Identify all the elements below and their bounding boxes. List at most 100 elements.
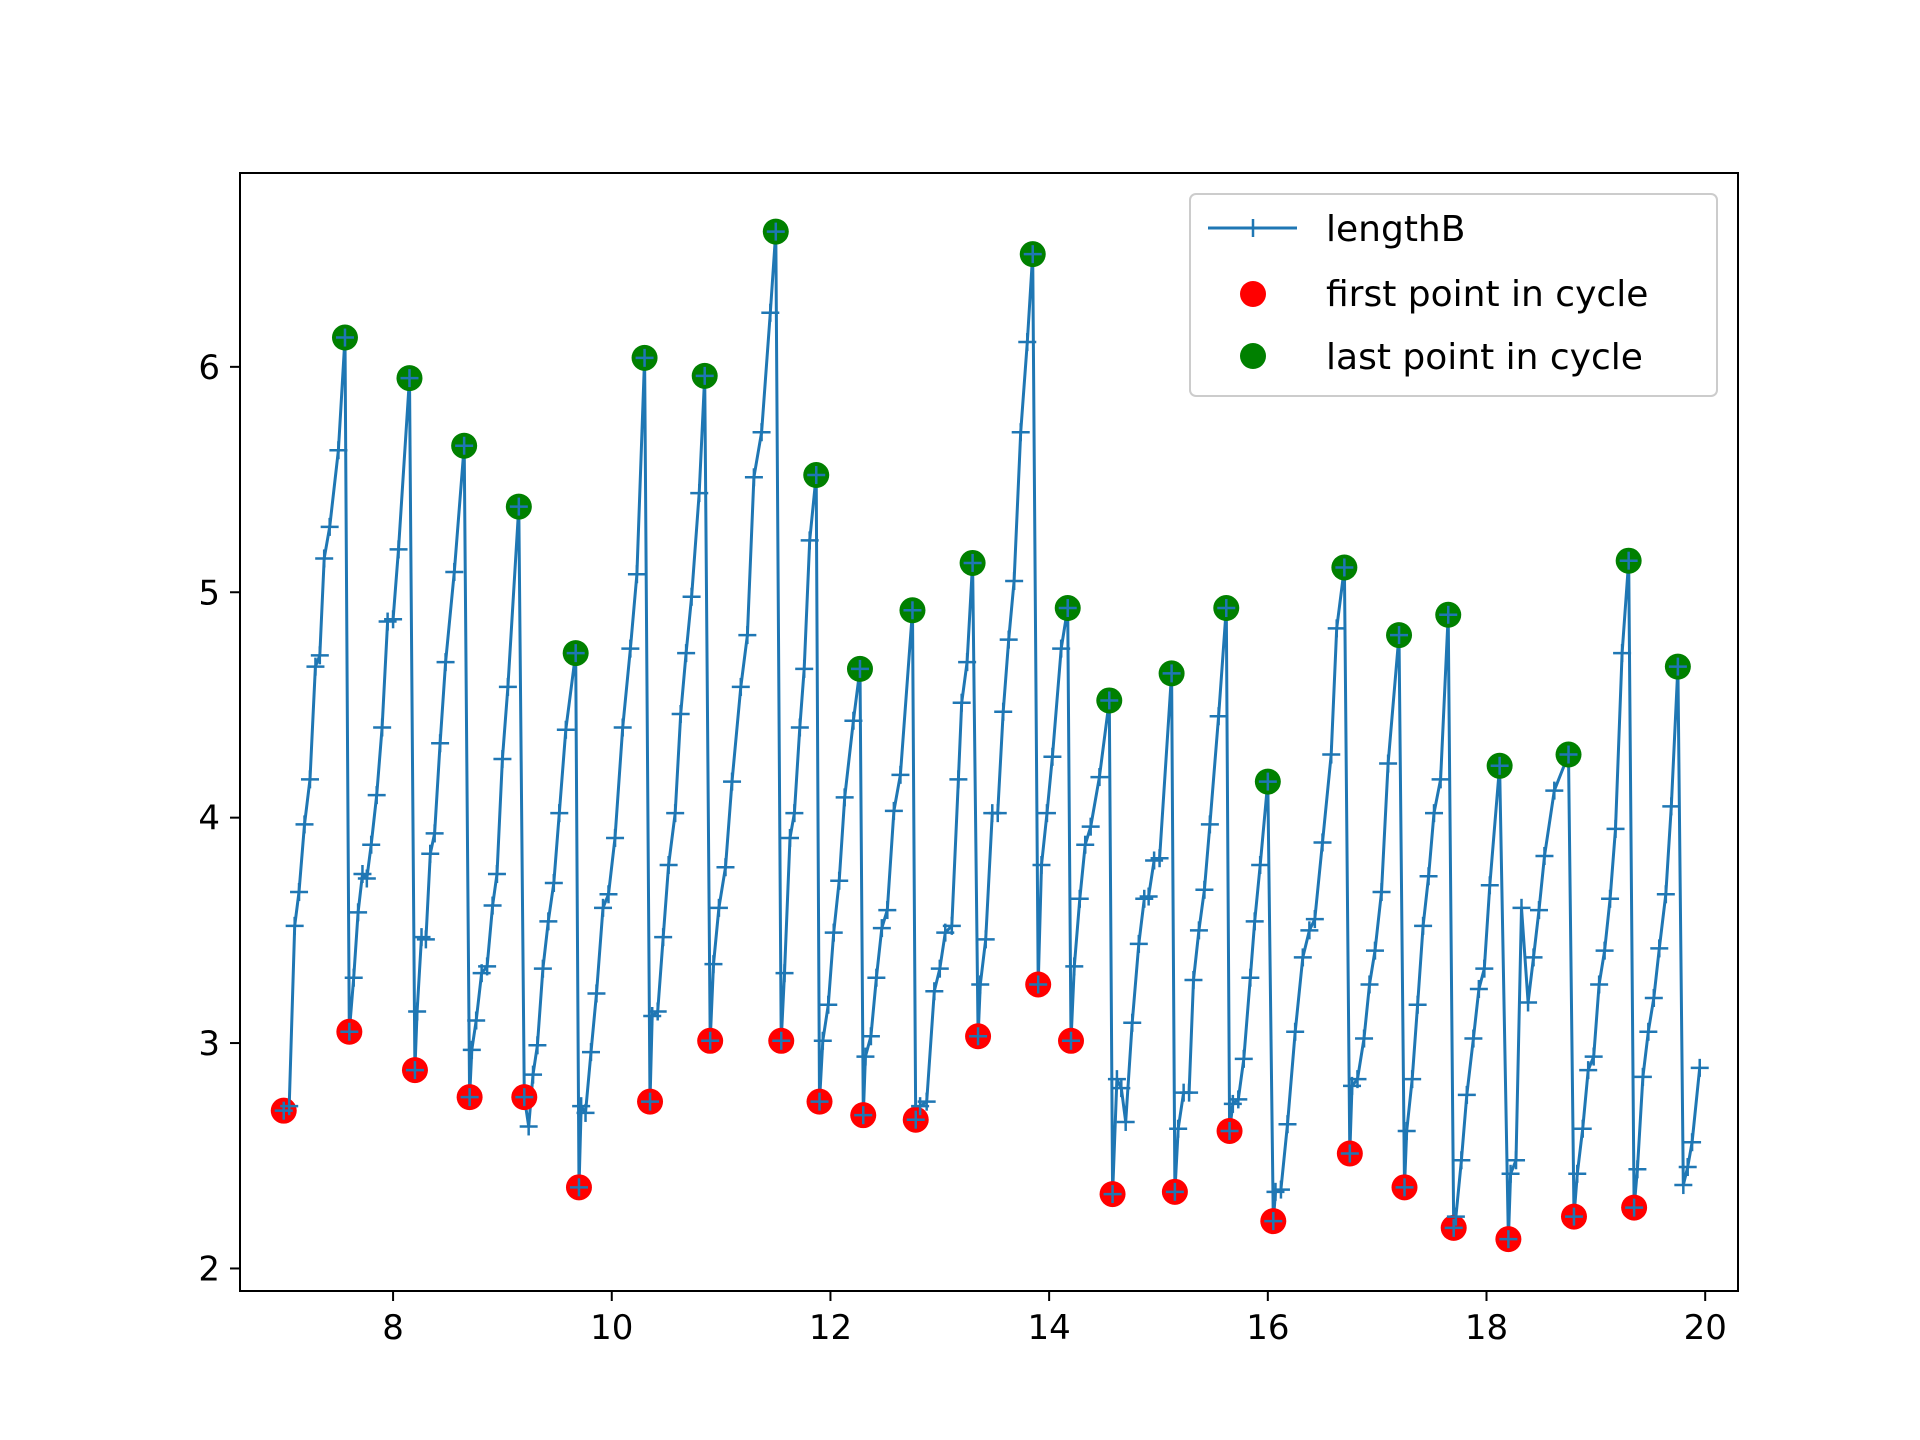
- series-point-marker: [666, 804, 685, 823]
- series-point-marker: [1029, 975, 1048, 994]
- series-point-marker: [1365, 941, 1384, 960]
- series-point-marker: [1606, 819, 1625, 838]
- series-point-marker: [1300, 921, 1319, 940]
- series-point-marker: [677, 644, 696, 663]
- series-point-marker: [1573, 1119, 1592, 1138]
- series-point-marker: [1601, 889, 1620, 908]
- series-point-marker: [1501, 1164, 1520, 1183]
- series-point-marker: [1043, 747, 1062, 766]
- series-point-marker: [599, 885, 618, 904]
- series-point-marker: [884, 801, 903, 820]
- series-point-marker: [1100, 691, 1119, 710]
- series-point-marker: [539, 912, 558, 931]
- series-point-marker: [1439, 605, 1458, 624]
- series-point-marker: [594, 898, 613, 917]
- series-point-marker: [1678, 1158, 1697, 1177]
- series-point-marker: [635, 348, 654, 367]
- series-point-marker: [1286, 1022, 1305, 1041]
- series-point-marker: [1200, 815, 1219, 834]
- y-tick-label: 3: [198, 1024, 220, 1064]
- series-point-marker: [1529, 901, 1548, 920]
- series-point-marker: [1507, 1151, 1526, 1170]
- series-point-marker: [731, 677, 750, 696]
- series-point-marker: [493, 750, 512, 769]
- series-point-marker: [1245, 912, 1264, 931]
- series-point-marker: [738, 626, 757, 645]
- y-tick-label: 2: [198, 1249, 220, 1289]
- series-point-marker: [353, 865, 372, 884]
- series-point-marker: [1123, 1013, 1142, 1032]
- x-tick-label: 10: [590, 1308, 633, 1348]
- series-point-marker: [1457, 1085, 1476, 1104]
- series-point-marker: [1564, 1207, 1583, 1226]
- series-point-marker: [1397, 1121, 1416, 1140]
- series-point-marker: [1135, 889, 1154, 908]
- series-point-marker: [654, 928, 673, 947]
- series-point-marker: [613, 718, 632, 737]
- series-point-marker: [701, 1031, 720, 1050]
- series-point-marker: [315, 549, 334, 568]
- series-point-marker: [436, 653, 455, 672]
- series-point-marker: [1545, 781, 1564, 800]
- series-point-marker: [1590, 975, 1609, 994]
- series-point-marker: [854, 1106, 873, 1125]
- series-point-marker: [1278, 1115, 1297, 1134]
- series-point-marker: [1165, 1182, 1184, 1201]
- series-point-marker: [544, 874, 563, 893]
- series-point-marker: [1644, 988, 1663, 1007]
- series-point-marker: [999, 630, 1018, 649]
- series-point-marker: [988, 804, 1007, 823]
- series-point-marker: [752, 423, 771, 442]
- series-point-marker: [1656, 885, 1675, 904]
- series-point-marker: [400, 369, 419, 388]
- series-point-marker: [1446, 1207, 1465, 1226]
- series-point-marker: [1271, 1180, 1290, 1199]
- series-point-marker: [306, 657, 325, 676]
- series-point-marker: [587, 984, 606, 1003]
- series-point-marker: [775, 964, 794, 983]
- series-point-marker: [906, 1110, 925, 1129]
- series-point-marker: [1379, 754, 1398, 773]
- y-tick-label: 5: [198, 573, 220, 613]
- series-point-marker: [310, 646, 329, 665]
- series-point-marker: [1490, 756, 1509, 775]
- series-point-marker: [1234, 1049, 1253, 1068]
- series-point-marker: [1139, 887, 1158, 906]
- series-point-marker: [285, 916, 304, 935]
- series-point-marker: [682, 587, 701, 606]
- series-point-marker: [621, 639, 640, 658]
- series-point-marker: [1251, 855, 1270, 874]
- series-point-marker: [1619, 551, 1638, 570]
- legend-line-marker: [1208, 219, 1297, 237]
- series-point-marker: [627, 565, 646, 584]
- series-point-marker: [1335, 558, 1354, 577]
- series-point-marker: [1524, 948, 1543, 967]
- series-point-marker: [1129, 934, 1148, 953]
- legend-last-marker: [1240, 343, 1266, 369]
- series-point-marker: [785, 804, 804, 823]
- series-point-marker: [509, 497, 528, 516]
- series-point-marker: [1258, 772, 1277, 791]
- series-point-marker: [856, 1047, 875, 1066]
- series-point-marker: [744, 468, 763, 487]
- series-point-marker: [528, 1036, 547, 1055]
- series-point-marker: [641, 1092, 660, 1111]
- series-point-marker: [569, 1178, 588, 1197]
- x-tick-label: 14: [1028, 1308, 1071, 1348]
- series-point-marker: [1469, 979, 1488, 998]
- series-point-marker: [780, 828, 799, 847]
- series-point-marker: [835, 788, 854, 807]
- series-point-marker: [819, 995, 838, 1014]
- series-point-marker: [533, 959, 552, 978]
- series-point-marker: [1584, 1047, 1603, 1066]
- series-point-marker: [280, 1097, 299, 1116]
- series-point-marker: [524, 1065, 543, 1084]
- series-point-marker: [550, 804, 569, 823]
- series-point-marker: [300, 770, 319, 789]
- y-tick-label: 4: [198, 799, 220, 839]
- series-point-marker: [1076, 835, 1095, 854]
- series-point-marker: [1058, 599, 1077, 618]
- series-point-marker: [460, 1088, 479, 1107]
- series-point-marker: [844, 711, 863, 730]
